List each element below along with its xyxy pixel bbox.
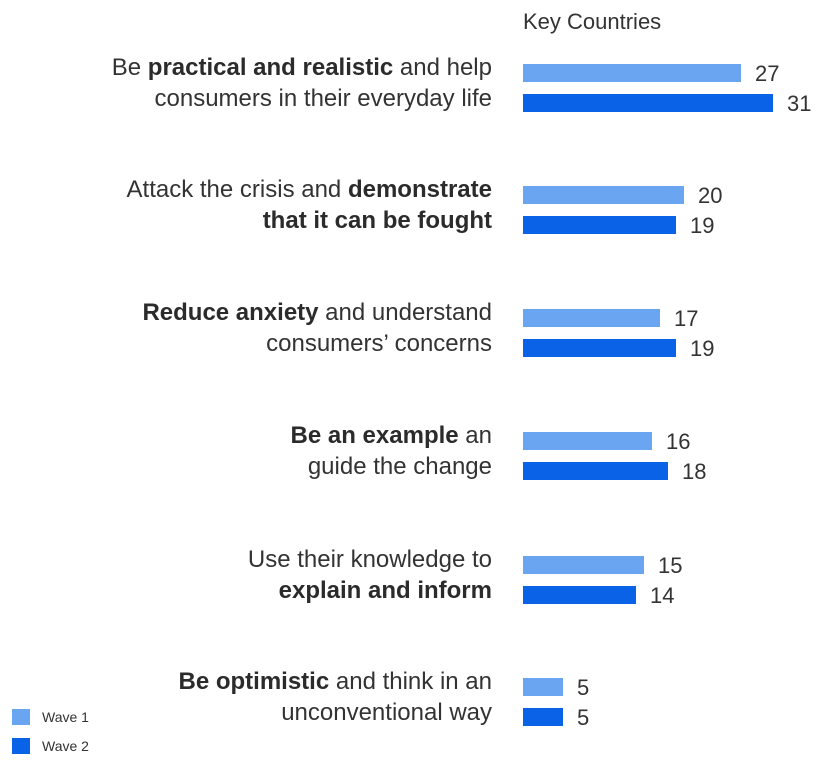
category-label-text: guide the change (307, 453, 492, 480)
legend-item: Wave 1 (12, 708, 89, 725)
category-label: Use their knowledge to explain and inform (248, 544, 492, 606)
data-label: 31 (787, 91, 812, 116)
data-label: 19 (690, 213, 715, 238)
category-label: Be optimistic and think in an unconventio… (179, 666, 493, 728)
category-label: Be practical and realistic and help consu… (112, 52, 492, 114)
category-label: Be an example an guide the change (291, 420, 492, 482)
column-title: Key Countries (523, 9, 662, 34)
category-label-line: guide the change (291, 451, 492, 482)
data-label: 5 (577, 705, 590, 730)
bar-wave-1 (523, 678, 563, 696)
legend-label: Wave 1 (42, 708, 89, 725)
bar-wave-2 (523, 94, 773, 112)
category-label-emphasis: Be an example (290, 422, 459, 449)
bar-wave-2 (523, 216, 676, 234)
legend-swatch (12, 708, 30, 725)
data-label: 15 (658, 553, 683, 578)
category-label-emphasis: that it can be fought (262, 207, 492, 234)
category-label-line: Be optimistic and think in an (179, 666, 493, 697)
data-label: 18 (682, 459, 707, 484)
legend-item: Wave 2 (12, 737, 89, 754)
category-label-emphasis: explain and inform (278, 577, 492, 604)
category-label-text: consumers in their everyday life (154, 85, 492, 112)
bar-wave-1 (523, 432, 652, 450)
legend-swatch (12, 737, 30, 754)
bar-wave-2 (523, 708, 563, 726)
data-label: 20 (698, 183, 723, 208)
category-label-text: and think in an (329, 668, 492, 695)
bar-wave-1 (523, 186, 684, 204)
data-label: 16 (666, 429, 691, 454)
bar-wave-2 (523, 339, 676, 357)
data-label: 5 (577, 675, 590, 700)
category-label-line: that it can be fought (127, 205, 492, 236)
category-label-text: Attack the crisis and (126, 176, 348, 203)
data-label: 27 (755, 61, 780, 86)
category-label-line: Attack the crisis and demonstrate (127, 174, 492, 205)
bar-wave-2 (523, 462, 668, 480)
category-label: Attack the crisis and demonstrate that it… (127, 174, 492, 236)
category-label-line: Be practical and realistic and help (112, 52, 492, 83)
category-label-line: Reduce anxiety and understand (142, 297, 492, 328)
category-label-text: an (458, 422, 492, 449)
category-label-text: unconventional way (281, 699, 492, 726)
bar-wave-1 (523, 556, 644, 574)
category-label-emphasis: practical and realistic (147, 54, 394, 81)
category-label-text: consumers’ concerns (266, 330, 492, 357)
category-label-line: consumers in their everyday life (112, 83, 492, 114)
category-label-emphasis: Reduce anxiety (142, 299, 319, 326)
legend-label: Wave 2 (42, 737, 89, 754)
data-label: 17 (674, 306, 699, 331)
category-label-line: unconventional way (179, 697, 492, 728)
category-label-line: Be an example an (291, 420, 492, 451)
category-label-line: explain and inform (248, 575, 492, 606)
category-label-emphasis: demonstrate (347, 176, 492, 203)
category-label-line: Use their knowledge to (248, 544, 492, 575)
category-label-text: and help (393, 54, 492, 81)
category-label-text: and understand (318, 299, 492, 326)
data-label: 14 (650, 583, 675, 608)
category-label: Reduce anxiety and understand consumers’ … (142, 297, 492, 359)
category-label-line: consumers’ concerns (142, 328, 492, 359)
category-label-text: Use their knowledge to (247, 546, 492, 573)
data-label: 19 (690, 336, 715, 361)
legend: Wave 1 Wave 2 (12, 708, 89, 766)
bar-wave-2 (523, 586, 636, 604)
bar-wave-1 (523, 309, 660, 327)
bar-wave-1 (523, 64, 741, 82)
category-label-text: Be (111, 54, 148, 81)
category-label-emphasis: Be optimistic (178, 668, 330, 695)
